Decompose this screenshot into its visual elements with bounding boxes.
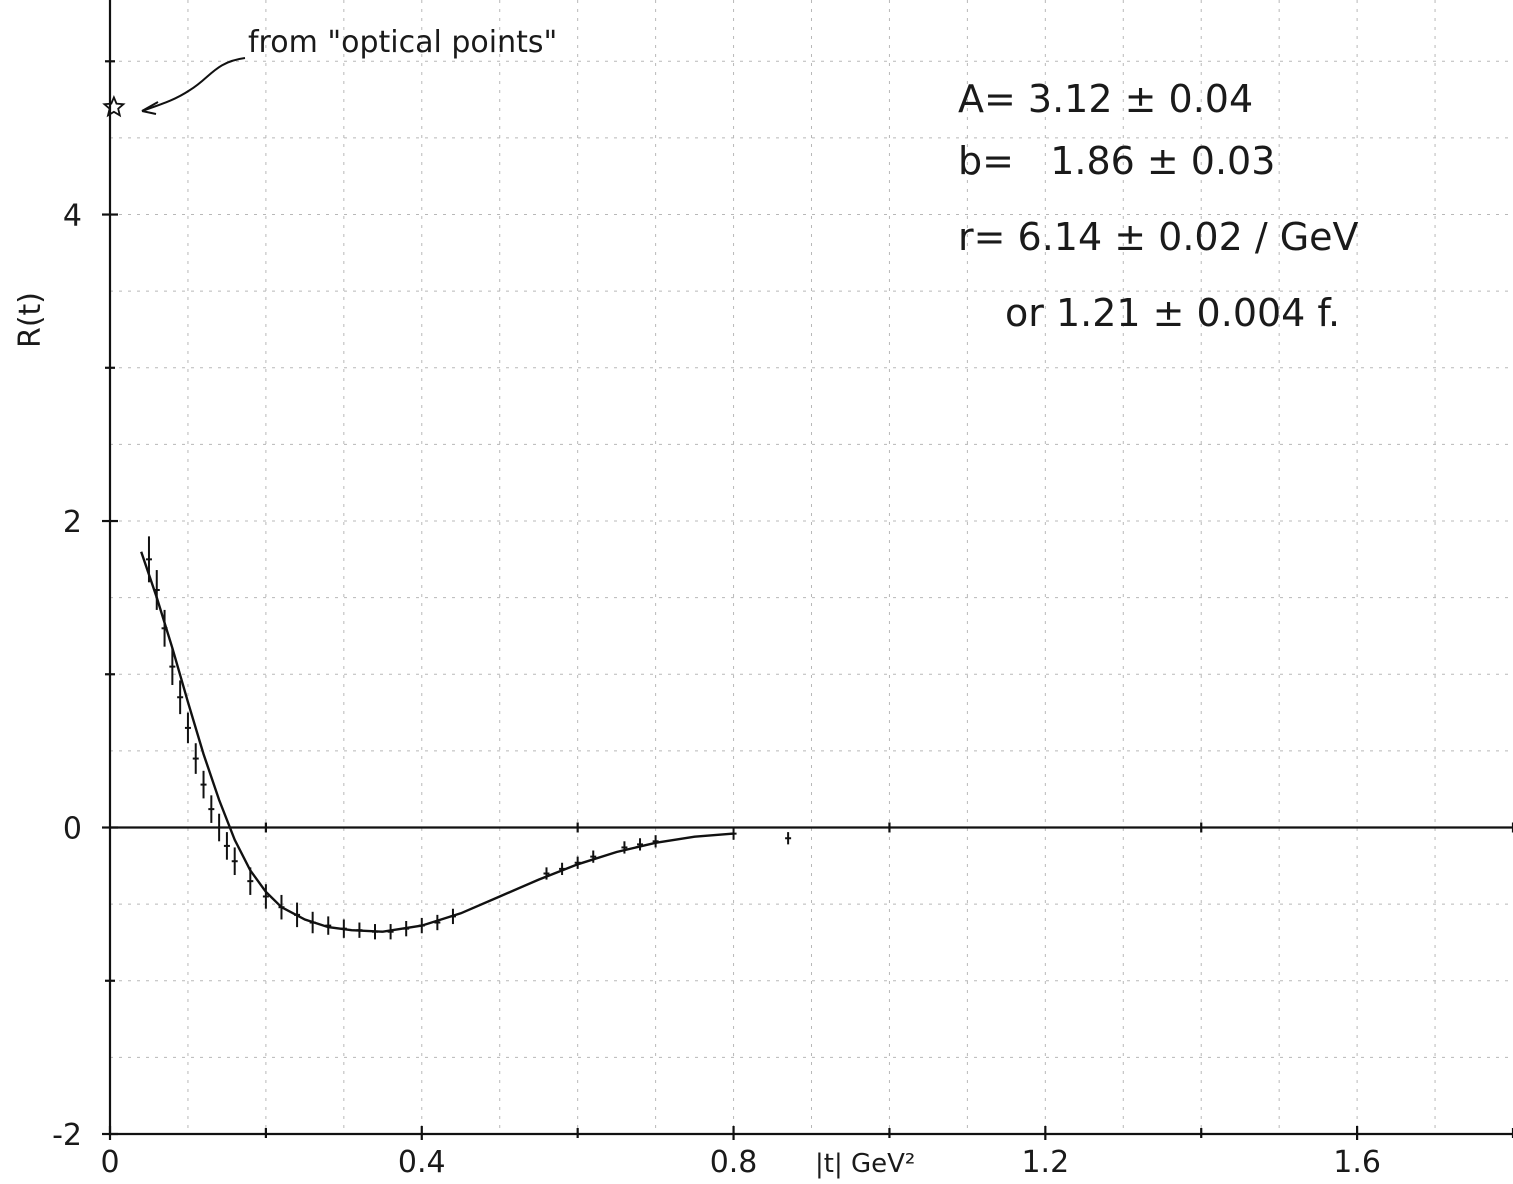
x-tick-label: 1.2 <box>1021 1145 1069 1180</box>
x-tick-label: 0.8 <box>710 1145 758 1180</box>
x-tick-label: 0.4 <box>398 1145 446 1180</box>
data-layer <box>102 94 792 940</box>
axes-layer <box>108 0 1513 1136</box>
ticks-layer: -2 0 2 4 0 0.4 0.8 1.2 1.6 <box>52 60 1513 1180</box>
x-tick-label: 0 <box>100 1145 119 1180</box>
fit-curve <box>140 551 734 933</box>
x-tick-label: 1.6 <box>1333 1145 1381 1180</box>
fit-param-a: A= 3.12 ± 0.04 <box>958 77 1253 121</box>
annotation-arrowhead <box>141 101 159 115</box>
annotation-optical-points: from "optical points" <box>248 25 557 60</box>
y-tick-label: -2 <box>52 1118 82 1153</box>
y-tick-label: 0 <box>63 812 82 847</box>
x-axis-label: |t| GeV² <box>815 1149 915 1179</box>
fit-param-b: b= 1.86 ± 0.03 <box>958 139 1275 183</box>
grid-layer <box>110 0 1513 1134</box>
optical-point-star-marker <box>102 94 126 118</box>
y-tick-label: 4 <box>63 199 82 234</box>
fit-param-r: r= 6.14 ± 0.02 / GeV <box>958 215 1359 259</box>
y-axis-label: R(t) <box>13 292 48 348</box>
y-tick-label: 2 <box>63 505 82 540</box>
fit-param-radius: or 1.21 ± 0.004 f. <box>1005 291 1340 335</box>
annotation-arrow <box>141 57 246 112</box>
